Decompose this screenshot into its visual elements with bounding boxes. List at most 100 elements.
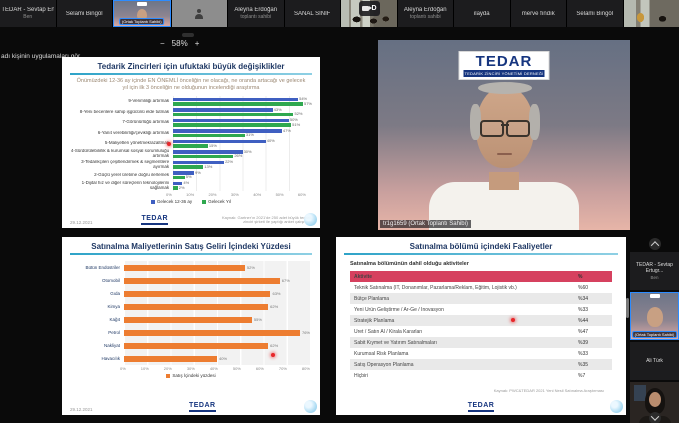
bar (173, 160, 225, 165)
table-row: Üret / Satın Al / Kirala Kararları %47 (350, 326, 612, 337)
x-axis-ticks: 0% 10% 20% 30% 40% 50% 60% (166, 192, 306, 197)
bar (173, 171, 194, 175)
table-row: Hiçbiri %7 (350, 370, 612, 381)
participant-tile[interactable]: Selami Bingöl (56, 0, 112, 27)
slide-activities: Satınalma bölümü içindeki Faaliyetler Sa… (336, 237, 626, 415)
zoom-level[interactable]: 58% (171, 39, 188, 48)
percent-cell: %44 (578, 317, 589, 324)
category-label: Kağıt (109, 317, 120, 322)
slide-title: Satınalma Maliyetlerinin Satış Geliri İç… (91, 242, 291, 251)
legend-label: Satış İçindeki yüzdesi (172, 373, 216, 378)
activity-cell: Bütçe Planlama (354, 295, 390, 302)
priorities-bar-chart: 9-Verimliliği artırmak 54% 57% 8-Yeni becer… (70, 96, 312, 191)
zoom-dropdown-tab[interactable] (182, 33, 194, 37)
bar (173, 175, 185, 180)
filmstrip-scroll-down-button[interactable] (648, 412, 661, 423)
category-label: 9-Verimliliği artırmak (128, 99, 170, 104)
participant-name: Aleyna Erdoğan (234, 7, 278, 13)
participant-name: ilayda (473, 10, 490, 17)
table-row: Teknik Satınalma (IT, Donanımlar, Pazarl… (350, 282, 612, 293)
zoom-in-button[interactable]: + (194, 39, 200, 48)
zoom-out-button[interactable]: − (160, 39, 165, 48)
poster-decoration (634, 385, 646, 401)
bar (124, 355, 217, 362)
slide-priorities: Tedarik Zincirleri için ufuktaki büyük d… (62, 57, 320, 228)
filmstrip-scroll-up-button[interactable] (648, 238, 661, 250)
bar (173, 181, 183, 186)
title-underline (344, 253, 618, 255)
table-row: Satış Operasyon Planlama %35 (350, 359, 612, 370)
bar (173, 123, 292, 127)
bar-value-label: 57% (303, 100, 312, 106)
tedar-logo-subtitle: TEDARİK ZİNCİRİ YÖNETİMİ DERNEĞİ (463, 70, 545, 77)
filmstrip-scrollbar[interactable] (626, 298, 629, 318)
active-speaker-tile[interactable]: (Ortak Toplantı Sahibi) (630, 292, 679, 340)
laser-pointer-dot (511, 318, 515, 322)
x-tick-label: 50% (275, 191, 284, 197)
laser-pointer-dot (167, 142, 171, 146)
classroom-video-tile[interactable] (623, 0, 679, 27)
participant-name: Ali Türk (646, 358, 663, 364)
bar-value-label: 51% (292, 121, 301, 127)
chart-row: 4-Sürdürülebilirlik & kurumsal sosyal so… (70, 148, 312, 160)
slide-source: Kaynak: Gartner'ın 2021'de 250 adet büyü… (221, 214, 312, 225)
legend-label: Gelecek Yıl (208, 198, 232, 204)
category-label: 5-Maliyetleri yönetmek/azaltmak (104, 141, 170, 146)
x-tick-label: 20% (208, 191, 217, 197)
bar (124, 329, 300, 336)
chevron-up-icon (650, 241, 659, 250)
chart-row: 6-Yanıt verebilirliği/çevikliği artırmak… (70, 127, 312, 139)
filmstrip: TEDAR - Sevtap Ertugr... Ben (Ortak Toplan… (630, 237, 679, 423)
bar-value-label: 9% (194, 169, 201, 175)
chart-legend: Gelecek 12-36 ay Gelecek Yıl (62, 199, 320, 204)
table-header-row: Aktivite % (350, 271, 612, 282)
chart-row: Havacılık 40% (72, 352, 310, 365)
participant-tile[interactable]: merve fındık (510, 0, 566, 27)
chevron-down-icon (650, 412, 659, 421)
bar-value-label: 52% (294, 111, 303, 117)
activities-table: Aktivite % Teknik Satınalma (IT, Donanım… (350, 271, 612, 381)
bar-track: 63% (124, 287, 310, 300)
participant-tile[interactable]: Ali Türk (630, 342, 679, 380)
x-axis-ticks: 0% 10% 20% 30% 40% 50% 60% 70% 80% (120, 366, 310, 371)
bar (173, 118, 289, 123)
participant-tile[interactable]: Aleyna Erdoğan toplantı sahibi (397, 0, 453, 27)
bar (173, 186, 178, 190)
slide-date: 29.12.2021 (70, 407, 93, 412)
participant-tile[interactable]: Selami Bingöl (567, 0, 623, 27)
participant-tile[interactable]: ilayda (454, 0, 510, 27)
chart-row: 9-Verimliliği artırmak 54% 57% (70, 96, 312, 107)
percent-cell: %35 (578, 361, 589, 368)
percent-cell: %7 (578, 372, 586, 379)
speaker-video[interactable]: TEDAR TEDARİK ZİNCİRİ YÖNETİMİ DERNEĞİ t… (378, 40, 630, 230)
category-label: 7-Görünürlüğü artırmak (122, 120, 170, 125)
slide-source: Kaynak: PWC&TEDAR 2021 Yeni Nesil Satına… (493, 388, 604, 393)
bar-value-label: 43% (273, 106, 282, 112)
x-tick-label: 80% (301, 366, 310, 371)
bar-track: 62% (124, 300, 310, 313)
participant-tile[interactable]: Aleyna Erdoğan toplantı sahibi (228, 0, 284, 27)
camera-off-overlay: D (359, 1, 380, 16)
bar-track: 40% (124, 352, 310, 365)
participant-tile[interactable]: SANAL SINIF (284, 0, 340, 27)
bar-track: 54% 57% (173, 96, 312, 107)
percent-cell: %33 (578, 350, 589, 357)
participant-tile[interactable]: TEDAR - Sevtap Ertugr...Ben (0, 0, 56, 27)
avatar-placeholder-icon (194, 8, 204, 19)
participant-tile[interactable]: TEDAR - Sevtap Ertugr...Ben (630, 252, 679, 290)
active-speaker-tile[interactable]: (Ortak Toplantı Sahibi) (113, 0, 171, 27)
title-underline (70, 73, 312, 75)
tedar-logo: TEDAR (188, 402, 216, 412)
bar (124, 316, 252, 323)
percent-cell: %47 (578, 328, 589, 335)
legend-entry: Satış İçindeki yüzdesi (166, 373, 216, 378)
participant-name: Selami Bingöl (65, 10, 103, 17)
speaker-face (646, 307, 663, 327)
slide-subtitle: Satınalma bölümünün dahil olduğu aktivit… (350, 261, 469, 267)
activity-cell: Yeni Ürün Geliştirme / Ar-Ge / İnovasyon (354, 306, 444, 313)
participant-tile[interactable] (171, 0, 227, 27)
chart-legend: Satış İçindeki yüzdesi (62, 373, 320, 378)
tedar-logo: TEDAR TEDARİK ZİNCİRİ YÖNETİMİ DERNEĞİ (458, 51, 550, 80)
percent-cell: %39 (578, 339, 589, 346)
participant-strip: TEDAR - Sevtap Ertugr...Ben Selami Bingöl… (0, 0, 679, 27)
